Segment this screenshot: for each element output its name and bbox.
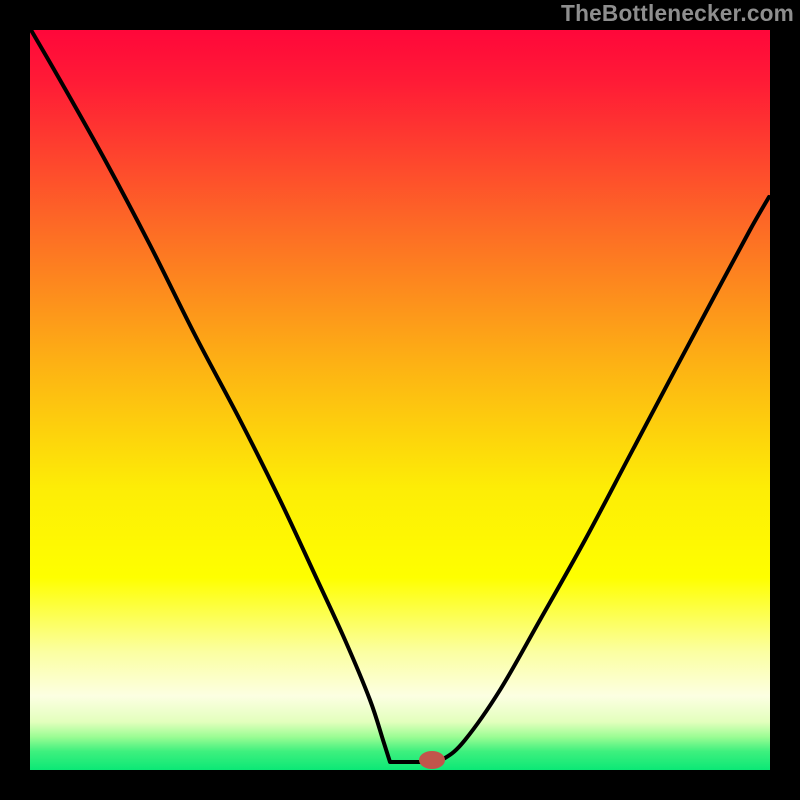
optimum-marker: [419, 751, 445, 769]
watermark-text: TheBottlenecker.com: [561, 0, 794, 27]
bottleneck-chart: [0, 0, 800, 800]
stage: TheBottlenecker.com: [0, 0, 800, 800]
